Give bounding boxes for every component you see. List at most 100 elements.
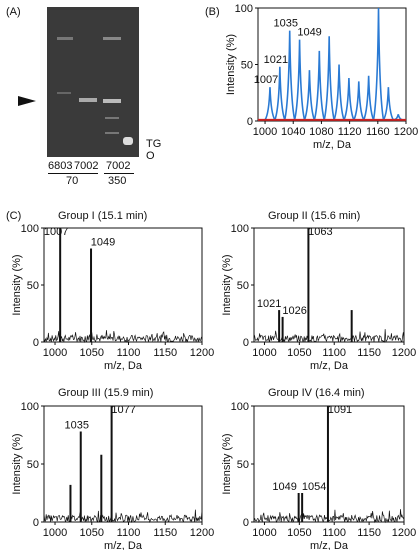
peak-label-1049: 1049 [272,481,296,493]
noise-trace [253,329,405,343]
x-tick-label: 1150 [357,527,381,539]
x-tick-label: 1150 [153,347,177,359]
x-tick-label: 1000 [43,347,67,359]
dose-label-350: 350 [108,175,127,187]
gel-image [47,7,139,157]
peak-line [353,81,365,121]
y-axis-label: Intensity (%) [221,433,233,494]
x-tick-label: 1100 [322,347,346,359]
y-tick-label: 0 [243,517,249,529]
peak-line [362,75,375,121]
peak-line [343,78,355,121]
y-axis-label: Intensity (%) [11,254,23,315]
arrowhead-icon [18,96,36,106]
peak-line [382,87,395,121]
y-tick-label: 100 [231,401,249,413]
x-tick-label: 1050 [80,347,104,359]
x-axis-label: m/z, Da [104,540,143,550]
x-tick-label: 1000 [252,527,276,539]
peak-line [274,66,286,121]
peak-label-1049: 1049 [91,237,115,249]
y-tick-label: 100 [21,223,39,235]
group-1-title: Group I (15.1 min) [58,210,148,222]
panel-c-label: (C) [6,210,22,222]
noise-trace [43,509,203,524]
marker-o: O [146,150,155,162]
x-tick-label: 1050 [287,347,311,359]
x-axis-label: m/z, Da [310,540,349,550]
x-tick-label: 1050 [80,527,104,539]
dose-label-70: 70 [66,175,79,187]
y-tick-label: 50 [241,60,253,72]
peak-label-1035: 1035 [273,18,297,30]
plot-frame [253,227,405,343]
x-tick-label: 1100 [117,347,141,359]
x-tick-label: 1150 [153,527,177,539]
x-tick-label: 1150 [357,347,381,359]
x-tick-label: 1000 [253,126,277,138]
y-tick-label: 0 [33,517,39,529]
x-tick-label: 1080 [309,126,333,138]
y-tick-label: 50 [27,280,39,292]
peak-label-1091: 1091 [328,404,352,416]
x-axis-label: m/z, Da [310,360,349,372]
x-tick-label: 1050 [287,527,311,539]
panel-a-label: (A) [6,6,21,18]
peak-label-1007: 1007 [44,226,68,238]
peak-label-1054: 1054 [302,481,326,493]
x-tick-label: 1000 [43,527,67,539]
peak-label-1035: 1035 [65,420,89,432]
y-tick-label: 100 [231,223,249,235]
peak-line [323,36,335,121]
y-tick-label: 0 [33,337,39,349]
y-tick-label: 0 [243,337,249,349]
y-tick-label: 100 [235,3,253,15]
group-4-title: Group IV (16.4 min) [268,387,365,399]
peak-line [293,39,306,121]
peak-label-1077: 1077 [111,404,135,416]
x-tick-label: 1040 [281,126,305,138]
y-tick-label: 100 [21,401,39,413]
peak-label-1021: 1021 [257,298,281,310]
peak-line [313,50,326,121]
y-axis-label: Intensity (%) [225,34,237,95]
peak-label-1021: 1021 [264,54,288,66]
peak-label-1063: 1063 [308,226,332,238]
plot-frame [43,227,203,343]
marker-tg: TG [146,138,162,150]
y-tick-label: 50 [27,459,39,471]
x-tick-label: 1200 [190,347,214,359]
peak-line [264,87,276,121]
y-tick-label: 50 [237,459,249,471]
x-tick-label: 1100 [322,527,346,539]
x-tick-label: 1200 [190,527,214,539]
x-tick-label: 1200 [394,126,418,138]
x-tick-label: 1200 [392,347,416,359]
y-tick-label: 50 [237,280,249,292]
peak-line [303,70,316,121]
noise-trace [253,509,405,524]
x-tick-label: 1160 [366,126,390,138]
peak-label-1049: 1049 [297,27,321,39]
x-tick-label: 1100 [117,527,141,539]
x-tick-label: 1000 [252,347,276,359]
y-tick-label: 0 [247,116,253,128]
x-axis-label: m/z, Da [313,139,352,151]
y-axis-label: Intensity (%) [11,433,23,494]
y-axis-label: Intensity (%) [221,254,233,315]
group-2-title: Group II (15.6 min) [268,210,361,222]
plot-frame [253,405,405,523]
peak-label-1026: 1026 [282,305,306,317]
noise-trace [43,330,203,344]
x-axis-label: m/z, Da [104,360,143,372]
peak-line [372,7,385,121]
x-tick-label: 1120 [338,126,362,138]
lane-label-3: 7002 [106,160,131,172]
lane-label-1: 6803 [48,160,73,172]
peak-label-1007: 1007 [254,74,278,86]
peak-line [333,64,345,121]
lane-label-2: 7002 [74,160,99,172]
peak-line [283,30,296,121]
